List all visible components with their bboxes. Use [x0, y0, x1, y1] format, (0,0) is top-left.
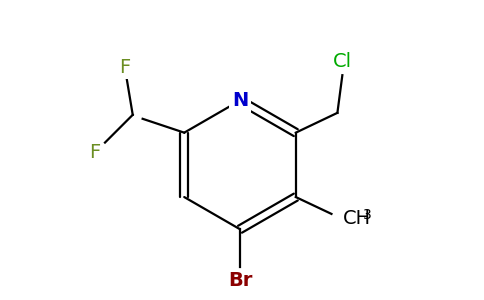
Text: N: N	[232, 91, 248, 110]
Text: Cl: Cl	[333, 52, 352, 71]
Text: F: F	[90, 143, 101, 162]
Text: CH: CH	[343, 209, 371, 228]
Text: F: F	[119, 58, 130, 77]
Text: Br: Br	[228, 271, 252, 290]
Text: 3: 3	[363, 208, 372, 222]
